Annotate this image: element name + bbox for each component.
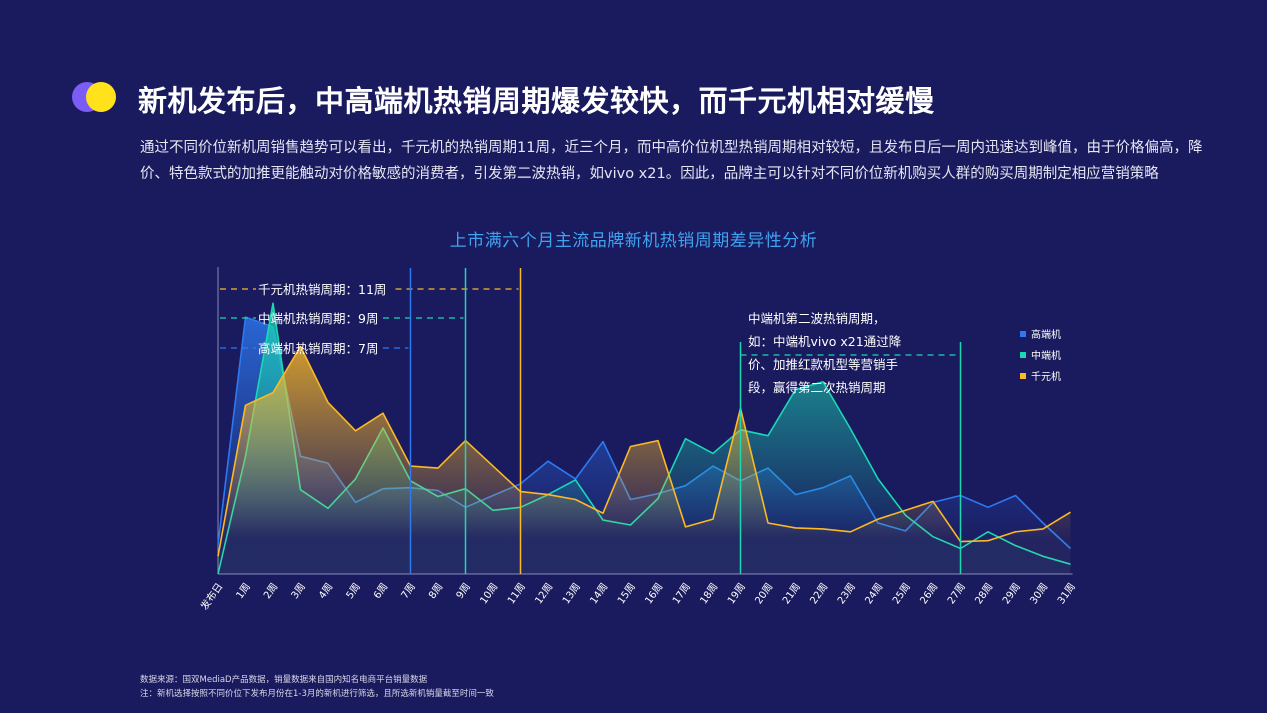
x-tick-label: 21周: [780, 581, 803, 607]
footer-source: 数据来源：国双MediaD产品数据，销量数据来自国内知名电商平台销量数据: [140, 675, 428, 685]
x-tick-label: 30周: [1028, 581, 1051, 607]
legend-item-high: 高端机: [1020, 323, 1061, 344]
x-tick-label: 19周: [725, 581, 748, 607]
footer: 数据来源：国双MediaD产品数据，销量数据来自国内知名电商平台销量数据 注：新…: [140, 673, 494, 701]
x-tick-label: 8周: [426, 581, 445, 601]
x-tick-label: 13周: [560, 581, 583, 607]
x-tick-label: 2周: [261, 581, 280, 601]
x-tick-label: 23周: [835, 581, 858, 607]
x-tick-label: 27周: [945, 581, 968, 607]
legend-label: 千元机: [1031, 372, 1061, 383]
x-tick-label: 1周: [234, 581, 253, 601]
x-tick-label: 15周: [615, 581, 638, 607]
x-tick-label: 12周: [533, 581, 556, 607]
x-tick-label: 11周: [505, 581, 528, 607]
x-tick-label: 18周: [698, 581, 721, 607]
legend-label: 中端机: [1031, 351, 1061, 362]
x-tick-label: 28周: [973, 581, 996, 607]
x-tick-label: 24周: [863, 581, 886, 607]
legend-item-mid: 中端机: [1020, 344, 1061, 365]
legend-label: 高端机: [1031, 330, 1061, 341]
footer-note: 注：新机选择按照不同价位下发布月份在1-3月的新机进行筛选，且所选新机销量截至时…: [140, 689, 494, 699]
budget-cycle-label: 千元机热销周期：11周: [258, 282, 386, 297]
series-budget-area: [218, 346, 1071, 574]
legend-swatch: [1020, 330, 1026, 337]
x-tick-label: 7周: [399, 581, 418, 601]
second-wave-callout-line: 价、加推红款机型等营销手: [748, 357, 898, 372]
second-wave-callout-line: 中端机第二波热销周期，: [748, 311, 886, 326]
x-tick-label: 22周: [808, 581, 831, 607]
x-tick-label: 26周: [918, 581, 941, 607]
legend-swatch: [1020, 372, 1026, 379]
logo-yellow-circle: [86, 82, 116, 112]
x-tick-label: 17周: [670, 581, 693, 607]
x-tick-label: 29周: [1000, 581, 1023, 607]
x-tick-label: 6周: [371, 581, 390, 601]
chart-title: 上市满六个月主流品牌新机热销周期差异性分析: [449, 231, 818, 251]
page-title: 新机发布后，中高端机热销周期爆发较快，而千元机相对缓慢: [138, 84, 935, 118]
chart-legend: 高端机 中端机 千元机: [1020, 323, 1061, 386]
legend-item-low: 千元机: [1020, 365, 1061, 386]
page-description: 通过不同价位新机周销售趋势可以看出，千元机的热销周期11周，近三个月，而中高价位…: [140, 140, 1203, 182]
x-tick-label: 5周: [344, 581, 363, 601]
x-tick-label: 31周: [1055, 581, 1078, 607]
x-tick-label: 16周: [643, 581, 666, 607]
second-wave-callout-line: 段，赢得第二次热销周期: [748, 380, 886, 395]
high-cycle-label: 高端机热销周期：7周: [258, 341, 378, 356]
series-budget-line: [217, 345, 1071, 557]
x-tick-label: 发布日: [198, 580, 226, 612]
mid-cycle-label: 中端机热销周期：9周: [258, 311, 378, 326]
x-tick-label: 4周: [316, 581, 335, 601]
logo: [72, 82, 120, 114]
x-tick-label: 14周: [588, 581, 611, 607]
second-wave-callout-line: 如：中端机vivo x21通过降: [748, 334, 902, 349]
x-tick-label: 25周: [890, 581, 913, 607]
x-tick-label: 20周: [753, 581, 776, 607]
x-tick-label: 10周: [478, 581, 501, 607]
x-tick-label: 3周: [289, 581, 308, 601]
legend-swatch: [1020, 351, 1026, 358]
x-tick-label: 9周: [454, 581, 473, 601]
